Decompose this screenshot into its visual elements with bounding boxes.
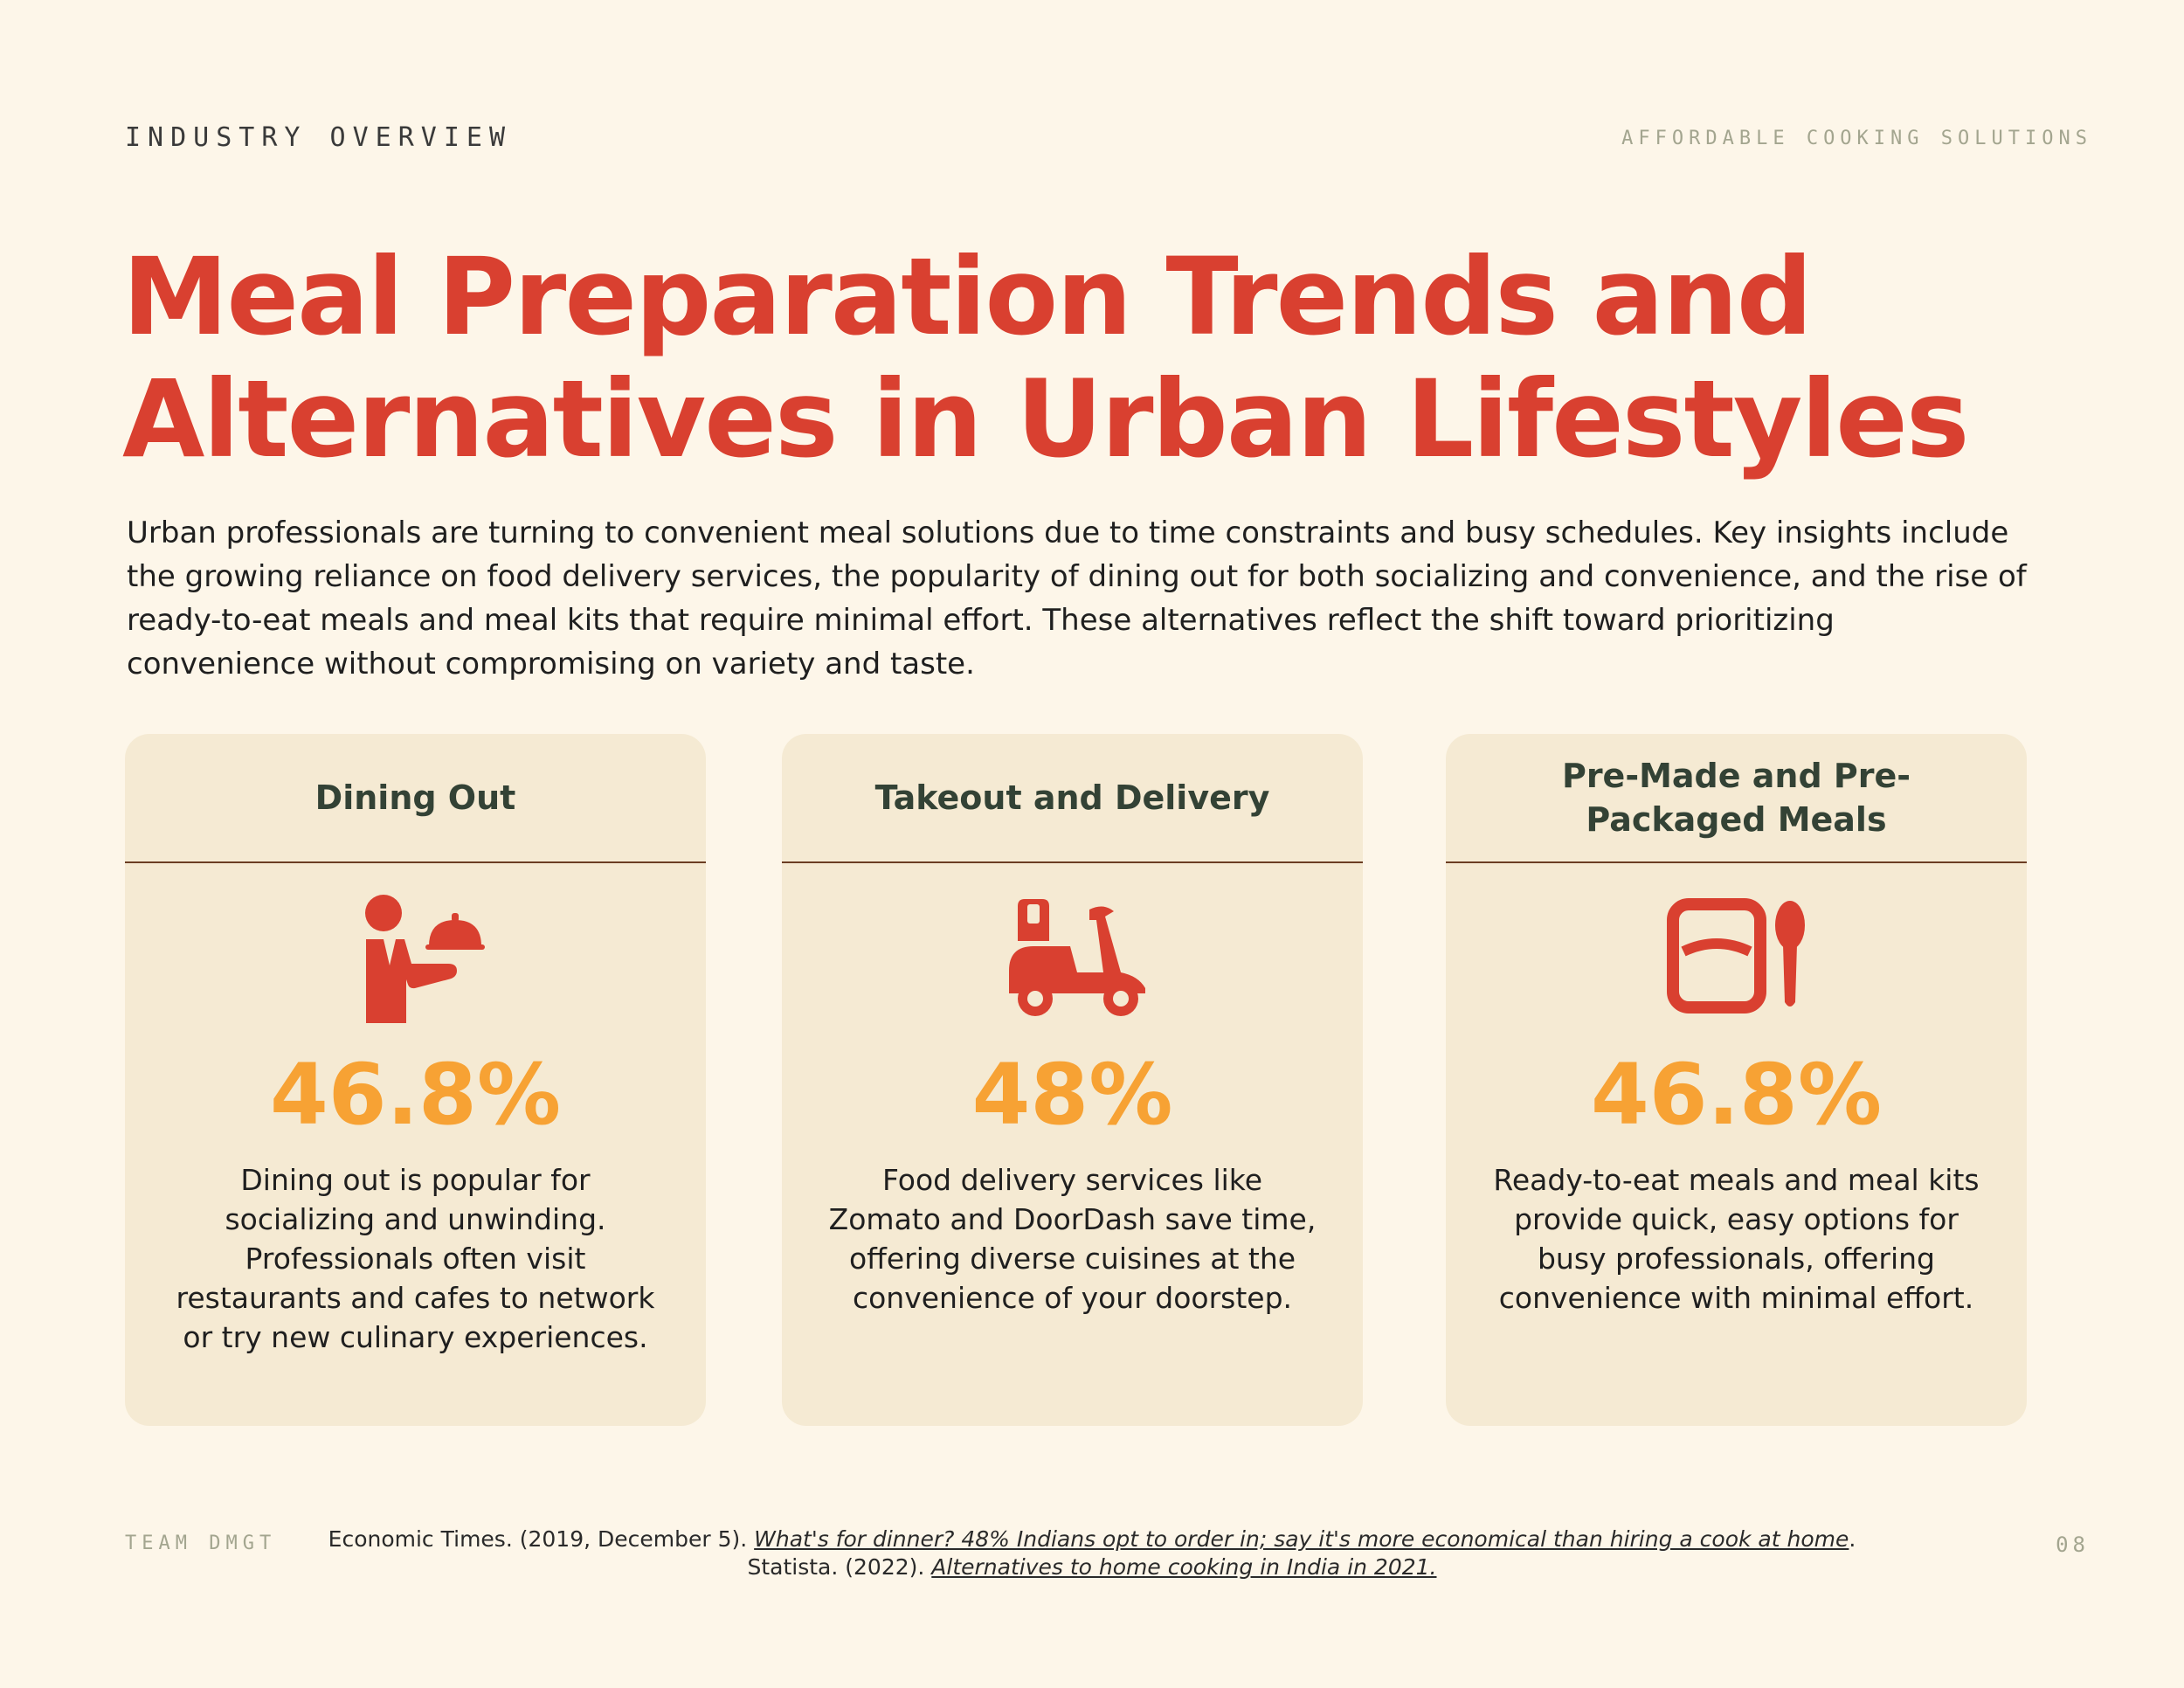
citation-1-link[interactable]: What's for dinner? 48% Indians opt to or… [754, 1526, 1849, 1552]
citation-1-source: Economic Times. (2019, December 5). [328, 1526, 755, 1552]
card-description: Food delivery services like Zomato and D… [828, 1163, 1317, 1315]
page-title: Meal Preparation Trends and Alternatives… [122, 236, 2044, 481]
delivery-scooter-icon [782, 863, 1363, 1047]
citation-1: Economic Times. (2019, December 5). What… [262, 1525, 1922, 1553]
intro-paragraph: Urban professionals are turning to conve… [127, 515, 2027, 681]
section-label: INDUSTRY OVERVIEW [125, 122, 513, 153]
page-number: 08 [2056, 1532, 2090, 1557]
citation-2: Statista. (2022). Alternatives to home c… [262, 1553, 1922, 1581]
waiter-serving-icon [125, 863, 706, 1047]
card-heading: Takeout and Delivery [782, 734, 1363, 863]
card-pre-made-meals: Pre-Made and Pre-Packaged Meals 46.8% Re… [1446, 734, 2027, 1426]
card-dining-out: Dining Out 46.8% Dining out is popular f… [125, 734, 706, 1426]
citation-2-source: Statista. (2022). [747, 1554, 932, 1580]
card-value: 46.8% [1590, 1046, 1883, 1144]
card-description: Ready-to-eat meals and meal kits provide… [1493, 1163, 1980, 1315]
page-title-line-1: Meal Preparation Trends and [122, 235, 1813, 359]
card-description: Dining out is popular for socializing an… [176, 1163, 655, 1354]
card-value: 46.8% [269, 1046, 562, 1144]
deck-title: AFFORDABLE COOKING SOLUTIONS [1621, 128, 2092, 149]
citation-2-link[interactable]: Alternatives to home cooking in India in… [931, 1554, 1437, 1580]
card-heading: Dining Out [125, 734, 706, 863]
page-title-line-2: Alternatives in Urban Lifestyles [122, 357, 1970, 481]
card-takeout-delivery: Takeout and Delivery 48% Food delivery s… [782, 734, 1363, 1426]
card-value: 48% [971, 1046, 1173, 1144]
meal-box-spoon-icon [1446, 863, 2027, 1047]
citations: Economic Times. (2019, December 5). What… [262, 1525, 1922, 1581]
team-label: TEAM DMGT [125, 1532, 277, 1554]
card-heading: Pre-Made and Pre-Packaged Meals [1446, 734, 2027, 863]
citation-1-end: . [1849, 1526, 1856, 1552]
